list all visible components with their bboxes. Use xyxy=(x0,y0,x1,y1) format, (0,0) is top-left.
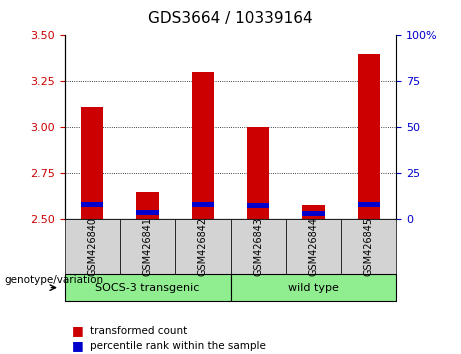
Text: GSM426843: GSM426843 xyxy=(253,217,263,276)
Text: SOCS-3 transgenic: SOCS-3 transgenic xyxy=(95,282,200,293)
Bar xyxy=(302,205,325,219)
Text: transformed count: transformed count xyxy=(90,326,187,336)
Bar xyxy=(81,202,103,207)
Bar xyxy=(192,202,214,207)
Text: percentile rank within the sample: percentile rank within the sample xyxy=(90,341,266,351)
Bar xyxy=(302,211,325,216)
Bar xyxy=(358,202,380,207)
Bar xyxy=(81,107,103,219)
Text: GSM426841: GSM426841 xyxy=(142,217,153,276)
Text: genotype/variation: genotype/variation xyxy=(5,275,104,285)
Text: ■: ■ xyxy=(71,325,83,337)
Bar xyxy=(247,127,269,219)
Text: GSM426845: GSM426845 xyxy=(364,217,374,276)
Bar xyxy=(136,192,159,219)
Bar xyxy=(247,203,269,207)
Text: ■: ■ xyxy=(71,339,83,352)
Text: GSM426844: GSM426844 xyxy=(308,217,319,276)
Text: wild type: wild type xyxy=(288,282,339,293)
Bar xyxy=(136,210,159,215)
Bar xyxy=(358,54,380,219)
Text: GSM426842: GSM426842 xyxy=(198,217,208,276)
Text: GSM426840: GSM426840 xyxy=(87,217,97,276)
Bar xyxy=(192,72,214,219)
Text: GDS3664 / 10339164: GDS3664 / 10339164 xyxy=(148,11,313,25)
